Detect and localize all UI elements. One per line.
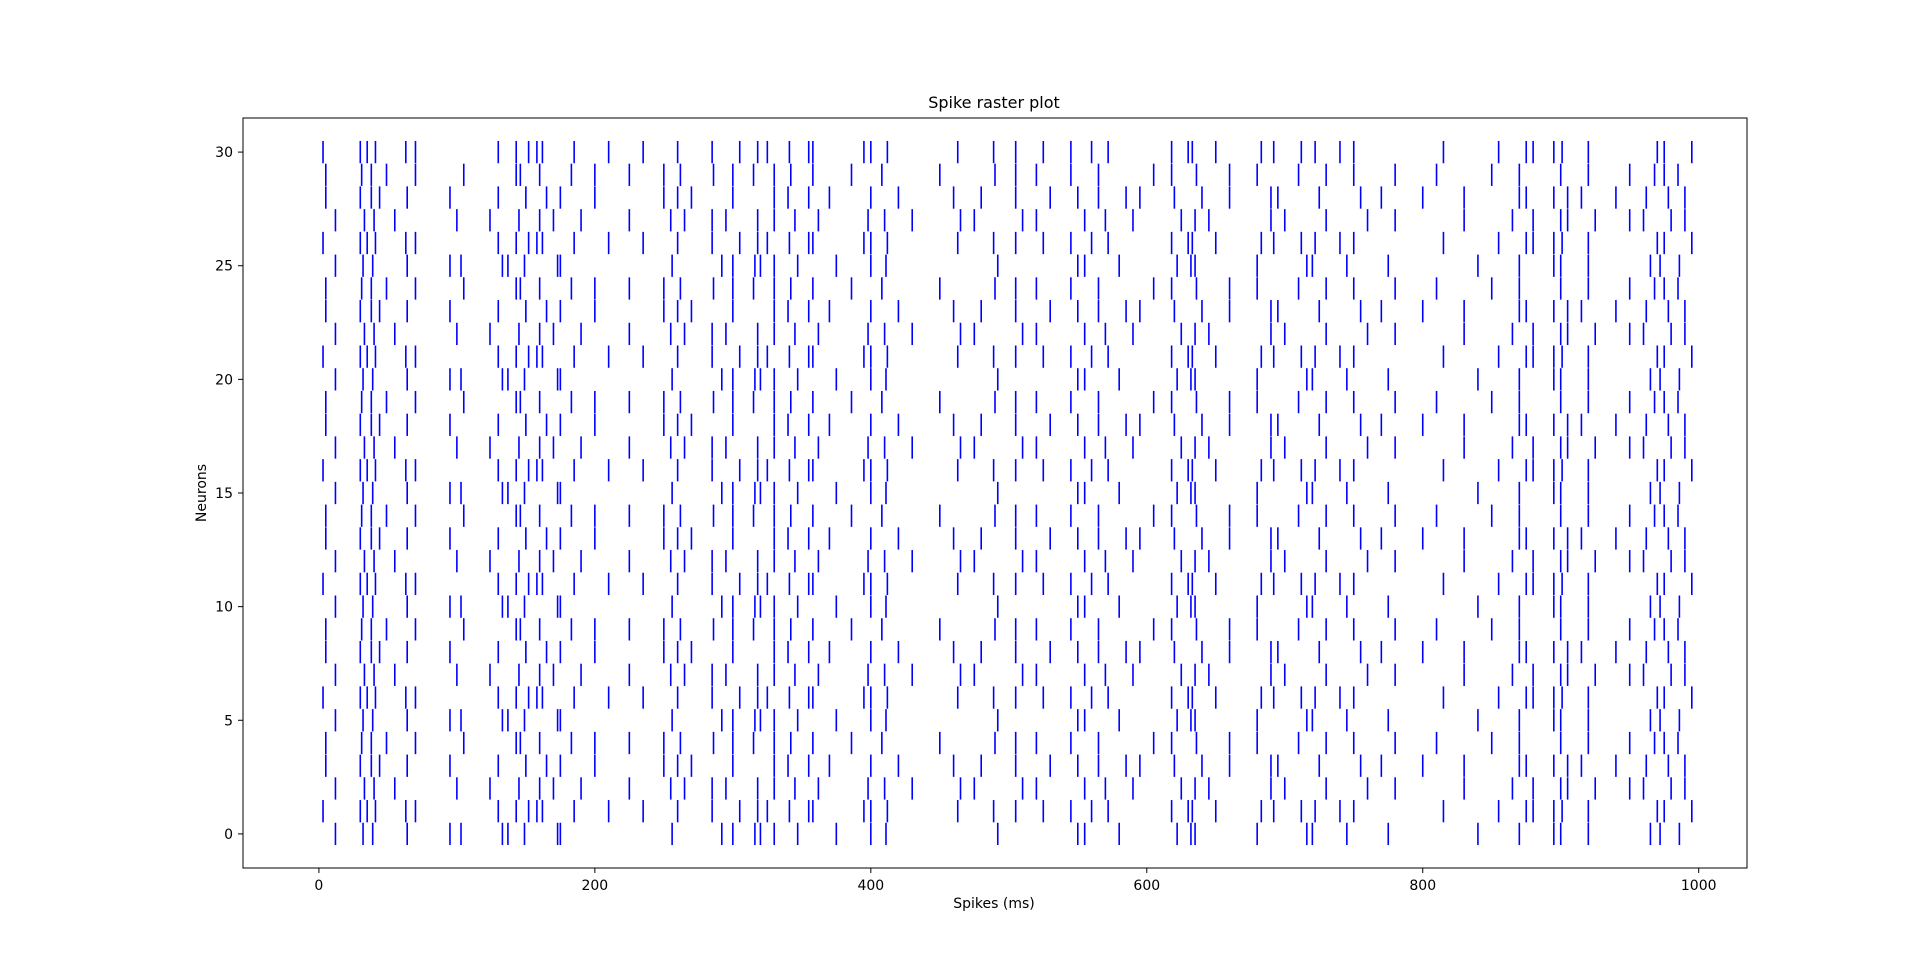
y-axis-label: Neurons [194,464,210,522]
x-tick-label: 200 [581,878,608,894]
y-tick-label: 15 [215,486,233,502]
y-tick-label: 0 [224,827,233,843]
y-tick-label: 5 [224,713,233,729]
y-axis-ticks: 0 5 10 15 20 25 30 [215,145,243,843]
y-tick-label: 20 [215,372,233,388]
chart-title: Spike raster plot [928,93,1060,112]
x-tick-label: 400 [857,878,884,894]
x-axis-ticks: 0 200 400 600 800 1000 [314,868,1717,894]
x-tick-label: 0 [314,878,323,894]
x-tick-label: 600 [1133,878,1160,894]
y-tick-label: 25 [215,259,233,275]
y-tick-label: 10 [215,600,233,616]
y-tick-label: 30 [215,145,233,161]
spike-marks [322,140,1693,846]
x-tick-label: 1000 [1681,878,1717,894]
x-axis-label: Spikes (ms) [953,896,1034,912]
x-tick-label: 800 [1409,878,1436,894]
